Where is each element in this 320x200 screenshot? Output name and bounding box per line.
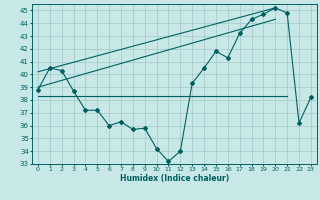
X-axis label: Humidex (Indice chaleur): Humidex (Indice chaleur) [120,174,229,183]
